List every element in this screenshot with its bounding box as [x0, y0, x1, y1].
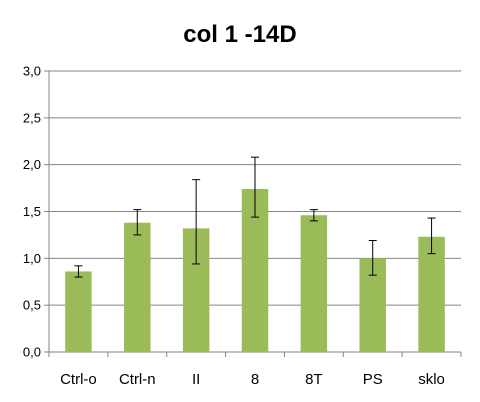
chart-title: col 1 -14D — [183, 21, 296, 48]
x-tick-label: Ctrl-o — [60, 371, 97, 388]
error-bar — [74, 265, 83, 278]
error-bar — [427, 217, 436, 255]
y-tick-label: 0,5 — [23, 298, 41, 313]
x-tick-label: Ctrl-n — [119, 371, 156, 388]
bar — [65, 271, 92, 352]
error-bar — [309, 209, 318, 222]
y-tick-label: 3,0 — [23, 64, 41, 79]
error-bars — [74, 156, 436, 278]
bar — [418, 236, 445, 352]
y-tick-label: 1,5 — [23, 204, 41, 219]
x-tick-label: II — [192, 371, 200, 388]
error-bar — [133, 209, 142, 236]
x-tick-label: 8 — [251, 371, 259, 388]
error-bar — [368, 240, 377, 276]
x-tick-label: 8T — [305, 371, 323, 388]
x-tick-label: sklo — [418, 371, 445, 388]
y-tick-labels: 0,0 0,5 1,0 1,5 2,0 2,5 3,0 — [23, 64, 41, 360]
y-tick-label: 2,5 — [23, 110, 41, 125]
x-tick-label: PS — [363, 371, 383, 388]
error-bar — [192, 179, 201, 265]
y-tick-label: 1,0 — [23, 251, 41, 266]
y-tick-label: 0,0 — [23, 345, 41, 360]
y-tick-label: 2,0 — [23, 157, 41, 172]
error-bar — [251, 156, 259, 218]
bar — [300, 215, 328, 352]
bar — [124, 222, 151, 352]
x-tick-labels: Ctrl-o Ctrl-n II 8 8T PS sklo — [60, 371, 445, 388]
